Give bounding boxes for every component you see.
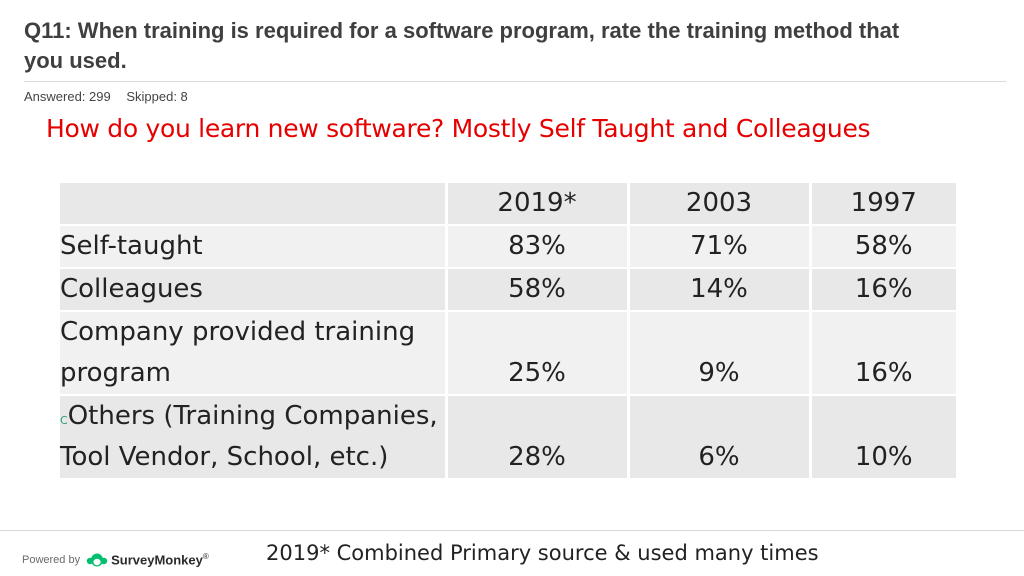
- table-row: Self-taught 83% 71% 58%: [60, 225, 956, 268]
- table-cell: 28%: [444, 395, 628, 479]
- row-label: Others (Training Companies, Tool Vendor,…: [60, 401, 438, 472]
- row-label: Colleagues: [60, 274, 203, 304]
- header-cell-2019: 2019*: [444, 183, 628, 225]
- header-cell-empty: [60, 183, 446, 225]
- table-row: Colleagues 58% 14% 16%: [60, 268, 956, 311]
- brand-name: SurveyMonkey®: [111, 552, 209, 567]
- table-cell: 58%: [808, 225, 956, 268]
- response-stats: Answered: 299 Skipped: 8: [24, 89, 200, 104]
- table-cell: 16%: [808, 268, 956, 311]
- header-cell-1997: 1997: [808, 183, 956, 225]
- row-label-cell: COthers (Training Companies, Tool Vendor…: [60, 395, 446, 479]
- surveymonkey-logo: SurveyMonkey®: [86, 552, 209, 567]
- footer-divider: [0, 530, 1024, 531]
- table-row: COthers (Training Companies, Tool Vendor…: [60, 395, 956, 479]
- header-divider: [24, 81, 1006, 82]
- row-label: Self-taught: [60, 231, 203, 261]
- header-cell-2003: 2003: [626, 183, 810, 225]
- slide-subtitle: How do you learn new software? Mostly Se…: [46, 114, 871, 143]
- table-cell: 71%: [626, 225, 810, 268]
- answered-count: Answered: 299: [24, 89, 111, 104]
- trademark-mark: ®: [202, 552, 209, 561]
- skipped-count: Skipped: 8: [126, 89, 188, 104]
- table-header-row: 2019* 2003 1997: [60, 183, 956, 225]
- powered-by-label: Powered by: [22, 553, 81, 566]
- table-cell: 9%: [626, 311, 810, 395]
- question-title: Q11: When training is required for a sof…: [24, 18, 900, 73]
- row-prefix-marker: C: [60, 414, 68, 427]
- table-cell: 6%: [626, 395, 810, 479]
- brand-text: SurveyMonkey: [111, 552, 203, 568]
- table-cell: 16%: [808, 311, 956, 395]
- table-cell: 25%: [444, 311, 628, 395]
- row-label: Company provided training program: [60, 317, 416, 388]
- powered-by: Powered by SurveyMonkey®: [22, 552, 209, 567]
- table-cell: 14%: [626, 268, 810, 311]
- table-cell: 83%: [444, 225, 628, 268]
- results-table: 2019* 2003 1997 Self-taught 83% 71% 58% …: [60, 183, 956, 480]
- table-cell: 10%: [808, 395, 956, 479]
- footnote: 2019* Combined Primary source & used man…: [266, 541, 819, 565]
- table-row: Company provided training program 25% 9%…: [60, 311, 956, 395]
- table-cell: 58%: [444, 268, 628, 311]
- surveymonkey-logo-icon: [86, 553, 108, 567]
